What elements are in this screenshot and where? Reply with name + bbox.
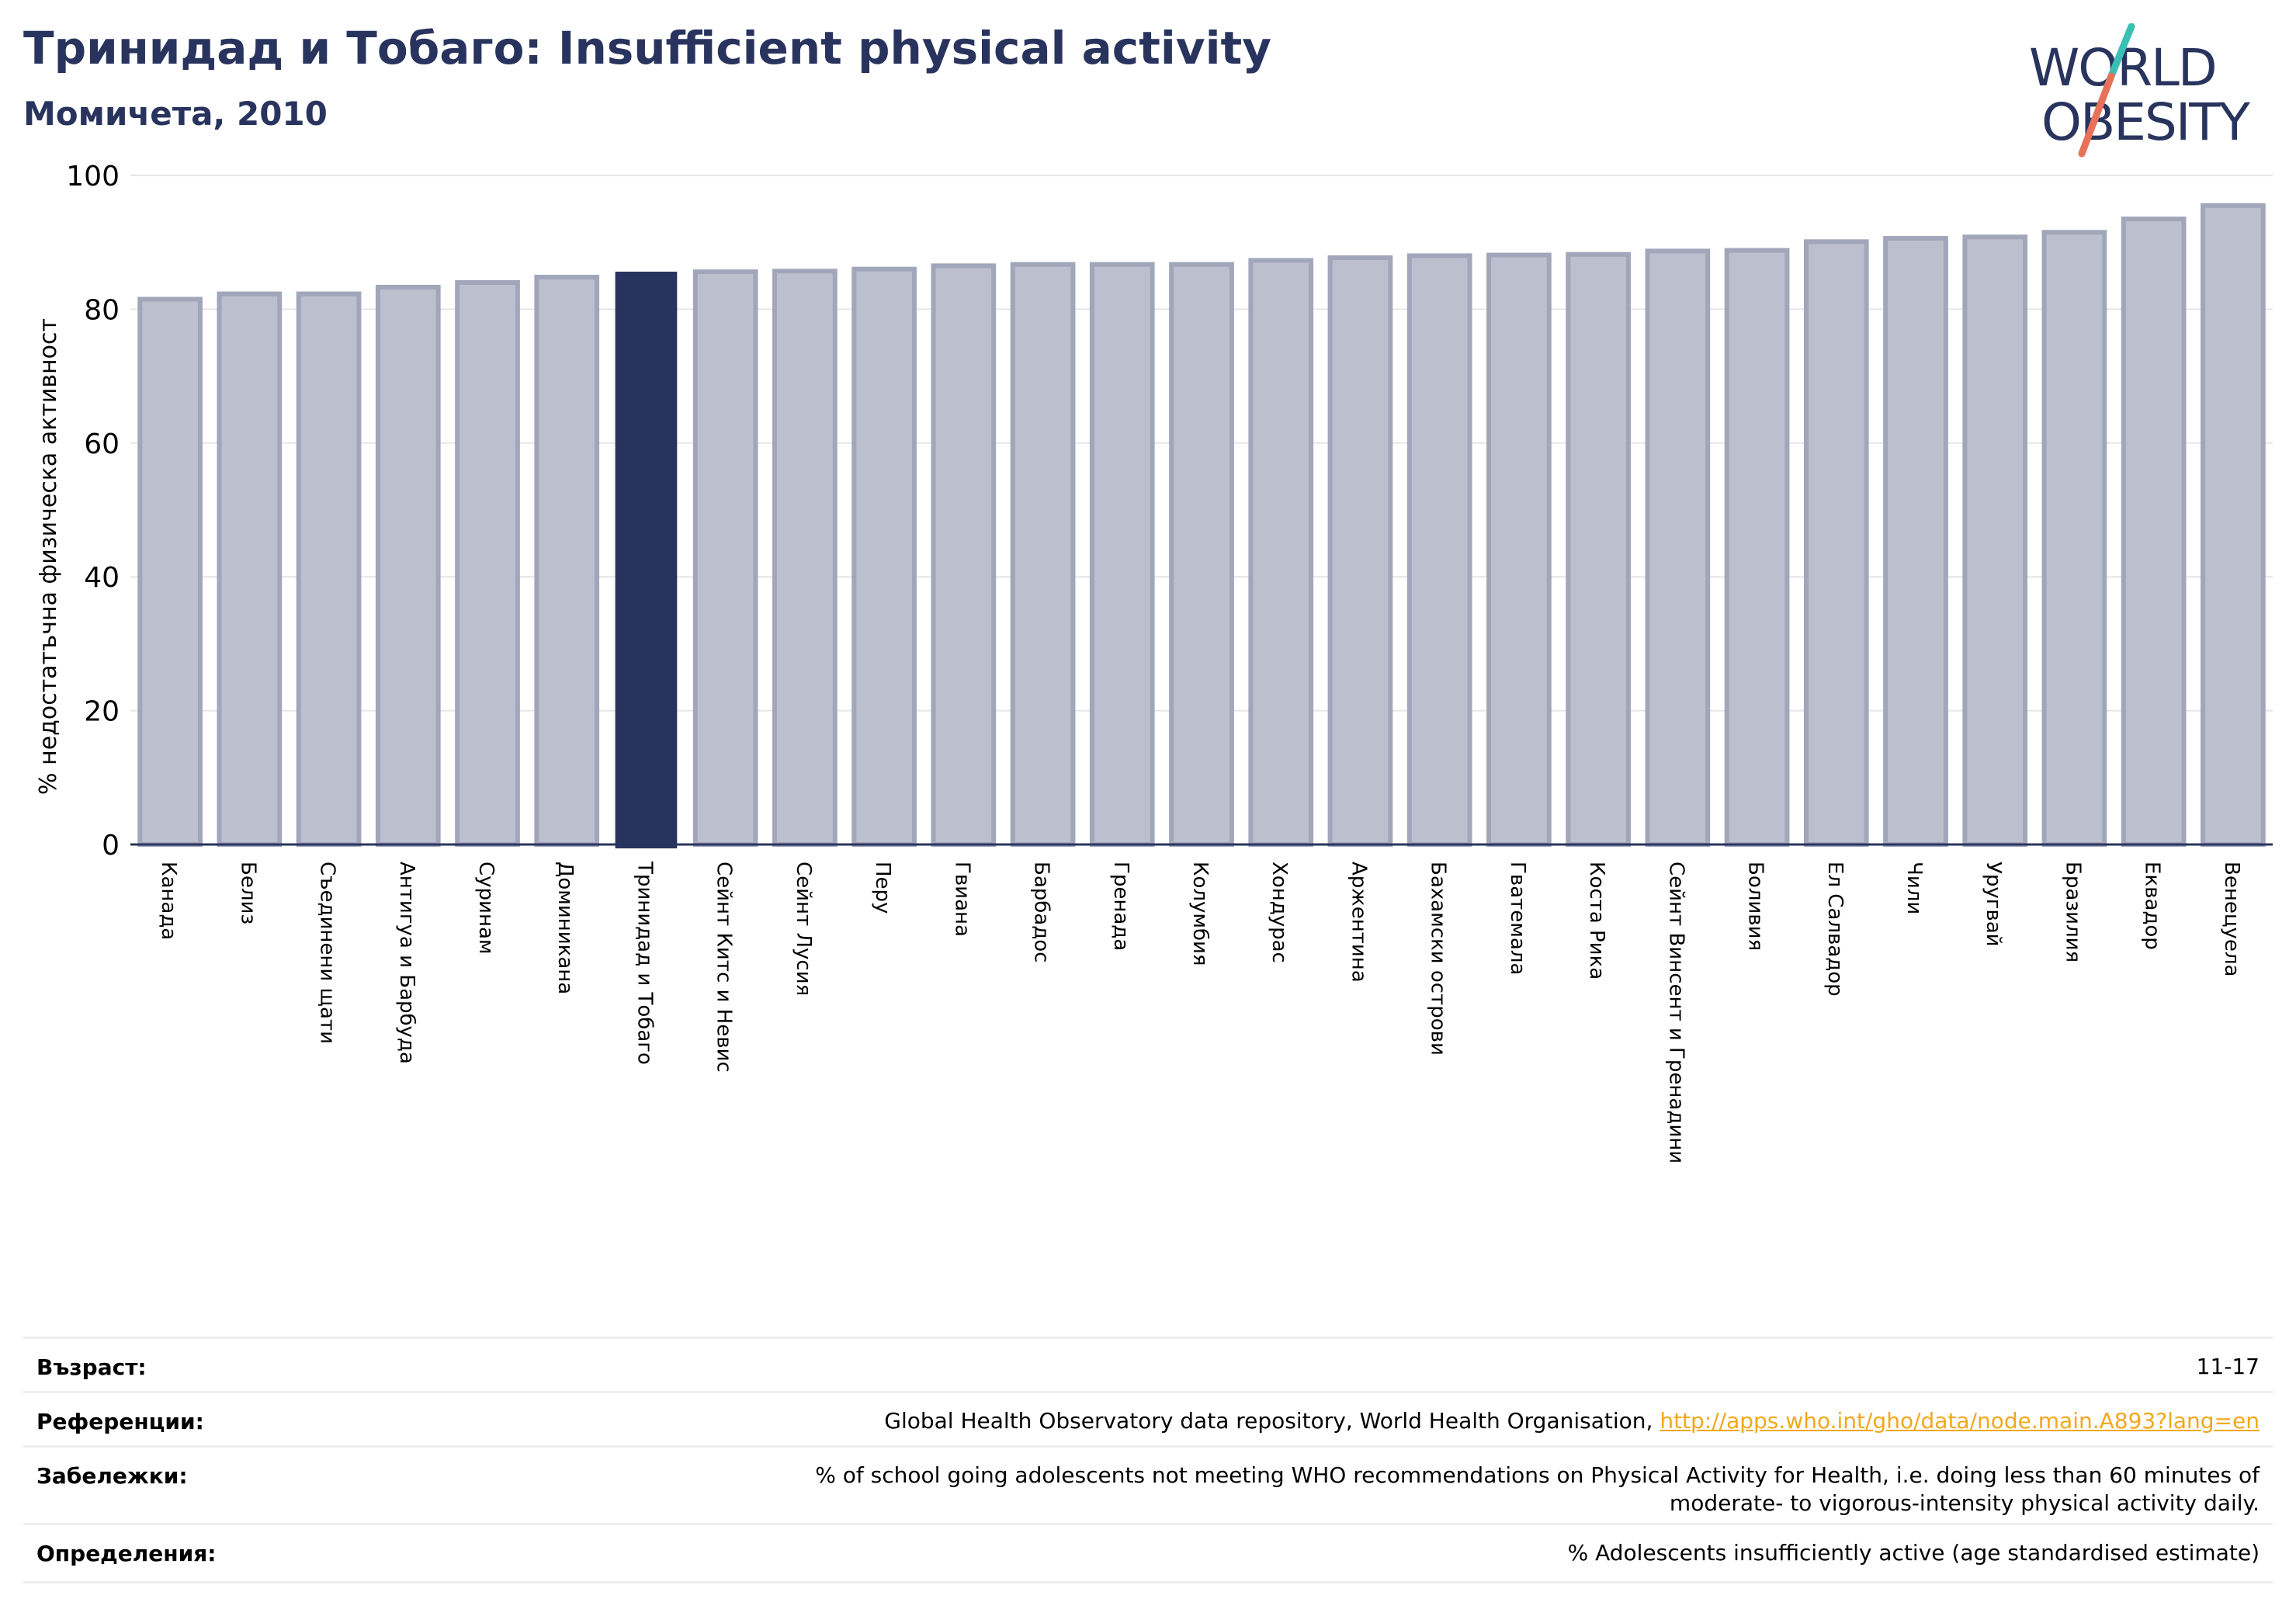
- page-subtitle: Момичета, 2010: [23, 95, 328, 133]
- bar: [296, 291, 362, 848]
- bar: [851, 266, 917, 847]
- x-tick-label: Венецуела: [2220, 862, 2243, 976]
- bar: [692, 269, 758, 847]
- bar: [1645, 248, 1711, 847]
- bar: [2201, 203, 2266, 848]
- x-tick-label: Съединени щати: [316, 862, 339, 1044]
- x-tick-label: Колумбия: [1188, 862, 1212, 966]
- bar: [1724, 248, 1790, 847]
- bar: [1962, 234, 2028, 847]
- bar: [1486, 252, 1552, 847]
- bar: [772, 269, 838, 847]
- logo-slash-top: [2107, 23, 2135, 80]
- meta-label-references: Референции:: [36, 1409, 204, 1434]
- bar: [1169, 262, 1234, 847]
- x-tick-label: Коста Рика: [1585, 862, 1608, 980]
- bar: [1803, 239, 1869, 847]
- meta-value-notes: % of school going adolescents not meetin…: [815, 1462, 2260, 1517]
- meta-row-definitions: Определения: % Adolescents insufficientl…: [23, 1523, 2273, 1583]
- x-tick-label: Доминикана: [553, 862, 577, 994]
- bar: [1089, 262, 1155, 847]
- meta-value-references: Global Health Observatory data repositor…: [884, 1407, 2260, 1435]
- y-tick-label: 100: [66, 161, 120, 192]
- meta-row-age: Възраст: 11-17: [23, 1337, 2273, 1393]
- meta-label-definitions: Определения:: [36, 1541, 217, 1566]
- x-tick-label: Боливия: [1744, 862, 1767, 951]
- y-tick-label: 60: [84, 428, 120, 460]
- bar: [1883, 236, 1948, 847]
- x-tick-label: Гвиана: [950, 862, 973, 937]
- references-link[interactable]: http://apps.who.int/gho/data/node.main.A…: [1660, 1408, 2260, 1434]
- x-tick-label: Сейнт Лусия: [792, 862, 815, 996]
- x-tick-label: Гватемала: [1506, 862, 1529, 975]
- bar: [1248, 258, 1314, 847]
- x-tick-label: Аржентина: [1347, 862, 1370, 983]
- world-obesity-logo: WORLD OBESITY: [2029, 23, 2253, 158]
- x-tick-label: Сейнт Китс и Невис: [713, 862, 736, 1073]
- bar: [2121, 217, 2187, 847]
- x-tick-label: Антигуа и Барбуда: [395, 862, 418, 1064]
- y-tick-label: 80: [84, 294, 120, 326]
- bar: [137, 297, 203, 848]
- bar: [534, 275, 600, 847]
- bar: [931, 263, 997, 847]
- meta-label-age: Възраст:: [36, 1354, 147, 1380]
- bar: [455, 279, 520, 848]
- meta-value-definitions: % Adolescents insufficiently active (age…: [1567, 1540, 2260, 1566]
- meta-row-notes: Забележки: % of school going adolescents…: [23, 1445, 2273, 1525]
- x-tick-label: Бахамски острови: [1427, 862, 1450, 1056]
- notes-line1: % of school going adolescents not meetin…: [815, 1462, 2260, 1488]
- bar: [615, 271, 678, 848]
- x-tick-label: Барбадос: [1030, 862, 1053, 962]
- x-tick-label: Гренада: [1109, 862, 1132, 951]
- y-axis-label: % недостатъчна физическа активност: [35, 318, 62, 795]
- y-tick-label: 20: [84, 696, 120, 728]
- x-tick-label: Белиз: [236, 862, 259, 924]
- y-tick-label: 0: [102, 830, 120, 862]
- x-tick-label: Канада: [157, 862, 180, 940]
- bar-chart: 0 20 40 60 80 100 % недостатъчна физическа акт…: [35, 161, 2273, 1163]
- x-tick-label: Еквадор: [2141, 862, 2164, 950]
- x-tick-label: Тринидад и Тобаго: [633, 861, 656, 1065]
- bar: [2041, 230, 2107, 847]
- bar: [1327, 255, 1393, 847]
- x-tick-label: Сейнт Винсент и Гренадини: [1664, 862, 1687, 1163]
- x-tick-label: Перу: [871, 862, 894, 914]
- bar: [217, 291, 283, 848]
- x-tick-label: Хондурас: [1268, 862, 1291, 963]
- meta-value-age: 11-17: [2196, 1354, 2260, 1379]
- meta-label-notes: Забележки:: [36, 1463, 188, 1489]
- x-tick-label: Ел Салвадор: [1823, 862, 1847, 997]
- bar: [375, 284, 441, 848]
- y-tick-label: 40: [84, 562, 120, 594]
- x-tick-label: Чили: [1902, 862, 1926, 914]
- bar: [1566, 251, 1631, 847]
- references-text: Global Health Observatory data repositor…: [884, 1408, 1660, 1434]
- logo-line2: OBESITY: [2041, 92, 2251, 152]
- notes-line2: moderate- to vigorous-intensity physical…: [1669, 1490, 2260, 1516]
- meta-row-references: Референции: Global Health Observatory da…: [23, 1391, 2273, 1448]
- logo-slash-bottom: [2078, 72, 2115, 158]
- page-title: Тринидад и Тобаго: Insufficient physical…: [23, 22, 1271, 75]
- bar: [1406, 253, 1472, 847]
- x-tick-label: Суринам: [474, 862, 498, 955]
- x-tick-label: Уругвай: [1982, 862, 2005, 947]
- x-tick-label: Бразилия: [2061, 862, 2084, 962]
- bar: [1010, 262, 1076, 847]
